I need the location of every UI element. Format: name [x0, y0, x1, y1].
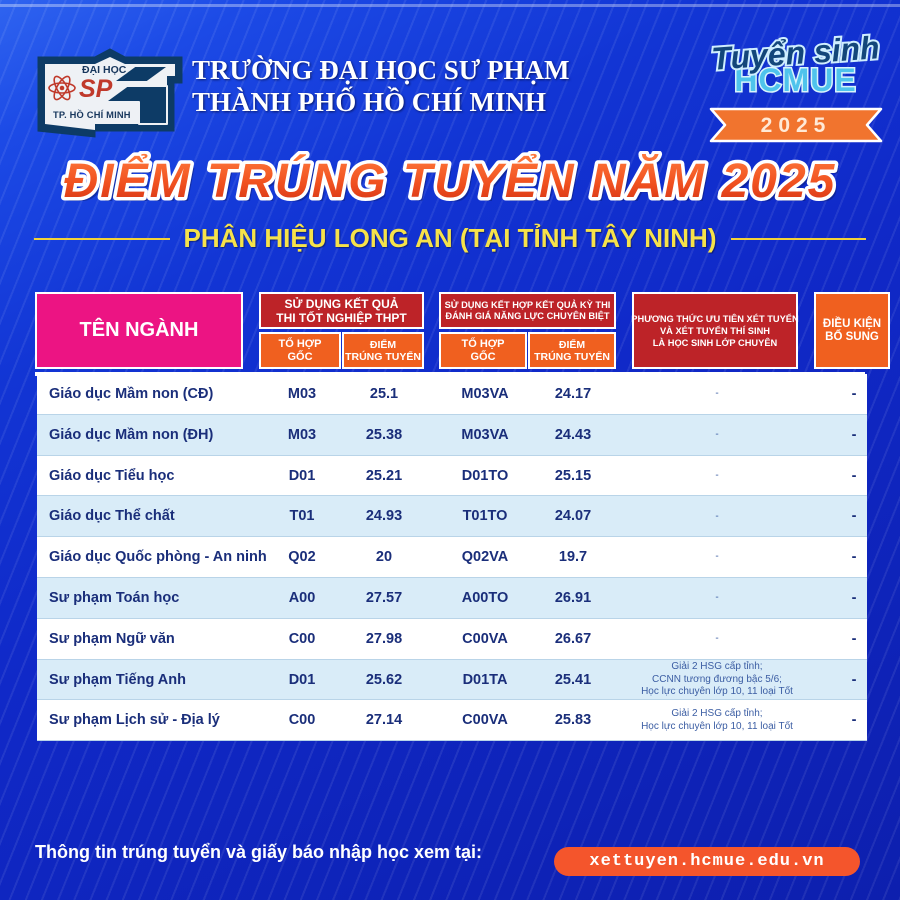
svg-text:TP. HỒ CHÍ MINH: TP. HỒ CHÍ MINH [53, 109, 131, 120]
svg-text:SP: SP [79, 75, 113, 103]
svg-text:ĐIỂM TRÚNG TUYỂN NĂM 2025: ĐIỂM TRÚNG TUYỂN NĂM 2025 [64, 154, 837, 208]
svg-text:2025: 2025 [760, 114, 831, 137]
